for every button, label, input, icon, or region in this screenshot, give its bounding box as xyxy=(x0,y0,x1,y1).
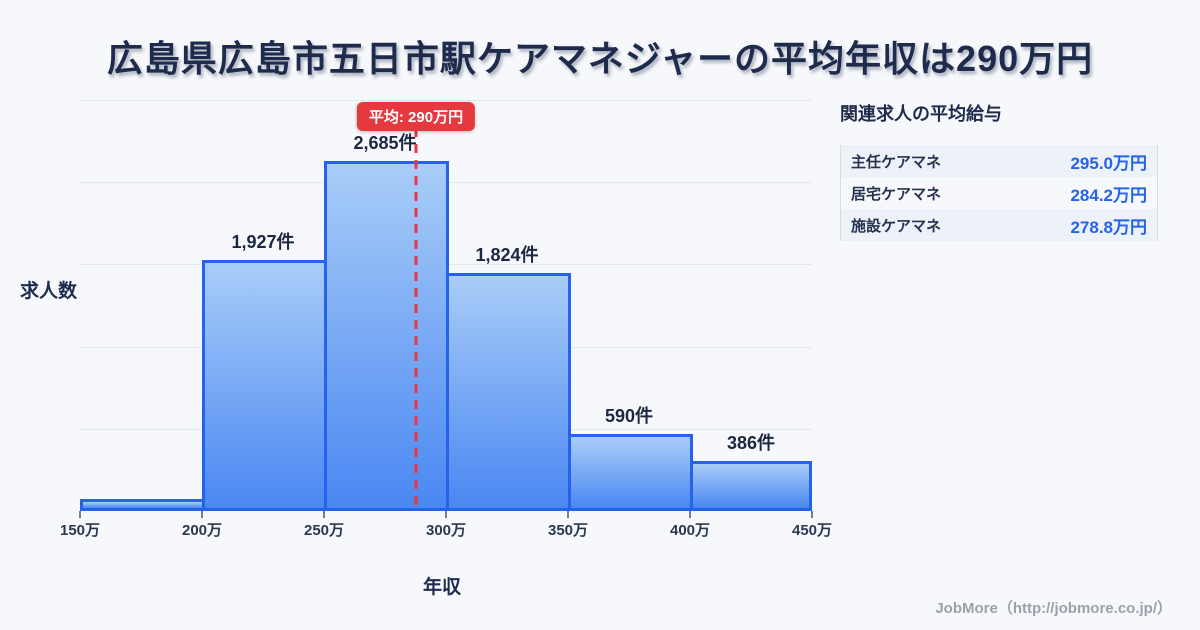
page-title: 広島県広島市五日市駅ケアマネジャーの平均年収は290万円 xyxy=(106,38,1094,79)
job-type-label: 施設ケアマネ xyxy=(851,217,942,235)
x-tick-label: 400万 xyxy=(669,522,711,539)
histogram-bar xyxy=(568,434,693,511)
x-tick-mark xyxy=(567,511,569,518)
average-line xyxy=(414,128,418,511)
job-salary-value: 278.8万円 xyxy=(1070,217,1147,237)
footer-credit: JobMore（http://jobmore.co.jp/） xyxy=(935,600,1172,617)
x-tick-label: 200万 xyxy=(181,522,223,539)
histogram-bar xyxy=(202,260,327,511)
bar-value-label: 2,685件 xyxy=(353,133,417,153)
table-row: 居宅ケアマネ 284.2万円 xyxy=(841,177,1157,209)
histogram-bar xyxy=(446,273,571,511)
related-jobs-table: 主任ケアマネ 295.0万円居宅ケアマネ 284.2万円施設ケアマネ 278.8万円 xyxy=(840,145,1158,241)
job-type-label: 主任ケアマネ xyxy=(851,153,942,171)
average-badge: 平均: 290万円 xyxy=(356,102,476,131)
x-tick-mark xyxy=(323,511,325,518)
bar-value-label: 1,824件 xyxy=(475,245,539,265)
histogram-bar xyxy=(80,499,205,511)
related-jobs-heading: 関連求人の平均給与 xyxy=(840,104,1002,124)
x-tick-mark xyxy=(201,511,203,518)
x-tick-mark xyxy=(689,511,691,518)
y-axis-label: 求人数 xyxy=(20,281,78,302)
job-salary-value: 295.0万円 xyxy=(1070,153,1147,173)
x-tick-mark xyxy=(79,511,81,518)
job-salary-value: 284.2万円 xyxy=(1070,185,1147,205)
histogram-bar xyxy=(690,461,812,511)
bar-value-label: 1,927件 xyxy=(231,232,295,252)
table-row: 主任ケアマネ 295.0万円 xyxy=(841,145,1157,177)
x-tick-label: 250万 xyxy=(303,522,345,539)
x-tick-label: 450万 xyxy=(791,522,833,539)
plot-area: 1,927件 2,685件 1,824件 590件 386件 平均: 290万円 xyxy=(80,100,812,511)
gridline xyxy=(80,100,812,101)
x-tick-label: 300万 xyxy=(425,522,467,539)
x-tick-mark xyxy=(811,511,813,518)
x-tick-mark xyxy=(445,511,447,518)
histogram-bar xyxy=(324,161,449,511)
x-tick-label: 150万 xyxy=(59,522,101,539)
x-axis-label: 年収 xyxy=(422,577,462,598)
bar-value-label: 590件 xyxy=(604,406,654,426)
table-row: 施設ケアマネ 278.8万円 xyxy=(841,209,1157,241)
x-tick-label: 350万 xyxy=(547,522,589,539)
job-type-label: 居宅ケアマネ xyxy=(851,185,942,203)
bar-value-label: 386件 xyxy=(726,433,776,453)
